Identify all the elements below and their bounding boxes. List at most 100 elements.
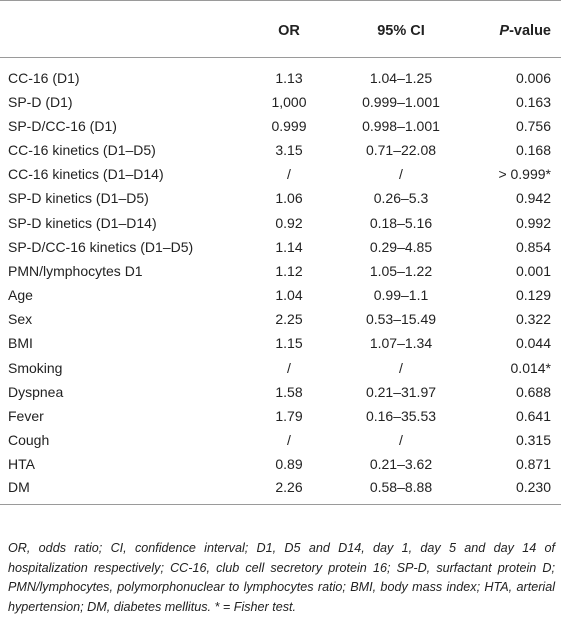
- cell-p-value: > 0.999*: [498, 166, 551, 183]
- table-row: CC-16 kinetics (D1–D5) 3.15 0.71–22.08 0.16…: [0, 138, 561, 162]
- cell-or: 1.15: [275, 335, 303, 352]
- cell-or: 1,000: [271, 93, 307, 110]
- cell-p-value: 0.006: [515, 69, 551, 86]
- header-ci: 95% CI: [377, 22, 425, 39]
- cell-or: 1.04: [275, 287, 303, 304]
- cell-variable: Fever: [8, 408, 44, 425]
- cell-variable: CC-16 (D1): [8, 69, 80, 86]
- cell-variable: Age: [8, 287, 33, 304]
- cell-or: 1.14: [275, 238, 303, 255]
- table-footnote: OR, odds ratio; CI, confidence interval;…: [8, 541, 555, 614]
- table-row: SP-D (D1) 1,000 0.999–1.001 0.163: [0, 90, 561, 114]
- cell-or: /: [287, 166, 291, 183]
- table-row: Age 1.04 0.99–1.1 0.129: [0, 283, 561, 307]
- cell-variable: Cough: [8, 432, 50, 449]
- header-or: OR: [278, 22, 300, 39]
- cell-or: 0.89: [275, 456, 303, 473]
- cell-ci: 0.21–3.62: [369, 456, 433, 473]
- cell-ci: 1.05–1.22: [369, 262, 433, 279]
- table-header: OR 95% CI P-value: [0, 0, 561, 58]
- cell-ci: 0.71–22.08: [365, 141, 437, 158]
- cell-variable: Smoking: [8, 359, 63, 376]
- cell-or: 1.13: [275, 69, 303, 86]
- cell-p-value: 0.230: [466, 476, 561, 505]
- cell-or: 1.12: [275, 262, 303, 279]
- cell-ci: /: [399, 432, 403, 449]
- cell-or: /: [287, 432, 291, 449]
- cell-variable: SP-D/CC-16 kinetics (D1–D5): [8, 238, 194, 255]
- cell-or: /: [287, 359, 291, 376]
- cell-p-value: 0.942: [515, 190, 551, 207]
- cell-ci: 0.998–1.001: [362, 117, 440, 134]
- cell-variable: SP-D/CC-16 (D1): [8, 117, 117, 134]
- cell-ci: 0.21–31.97: [365, 383, 437, 400]
- header-p-value: P-value: [499, 22, 551, 39]
- cell-variable: Dyspnea: [8, 383, 64, 400]
- cell-p-value: 0.129: [515, 287, 551, 304]
- cell-variable: BMI: [8, 335, 33, 352]
- cell-variable: SP-D kinetics (D1–D5): [8, 190, 149, 207]
- table-row: Sex 2.25 0.53–15.49 0.322: [0, 307, 561, 331]
- cell-p-value: 0.871: [515, 456, 551, 473]
- cell-or: 3.15: [275, 141, 303, 158]
- cell-p-value: 0.168: [515, 141, 551, 158]
- cell-p-value: 0.315: [515, 432, 551, 449]
- cell-p-value: 0.854: [515, 238, 551, 255]
- table-row: HTA 0.89 0.21–3.62 0.871: [0, 452, 561, 476]
- cell-p-value: 0.756: [515, 117, 551, 134]
- cell-variable: HTA: [8, 456, 35, 473]
- cell-variable: SP-D (D1): [8, 93, 73, 110]
- cell-ci: 0.16–35.53: [365, 408, 437, 425]
- table-row: SP-D/CC-16 kinetics (D1–D5) 1.14 0.29–4.85…: [0, 235, 561, 259]
- cell-ci: 0.99–1.1: [373, 287, 429, 304]
- cell-p-value: 0.992: [515, 214, 551, 231]
- cell-or: 1.79: [275, 408, 303, 425]
- cell-ci: 0.999–1.001: [362, 93, 440, 110]
- table-row: BMI 1.15 1.07–1.34 0.044: [0, 331, 561, 355]
- cell-or: 2.26: [230, 476, 330, 505]
- cell-variable: CC-16 kinetics (D1–D14): [8, 166, 164, 183]
- cell-or: 2.25: [275, 311, 303, 328]
- cell-variable: CC-16 kinetics (D1–D5): [8, 141, 156, 158]
- cell-ci: 1.07–1.34: [369, 335, 433, 352]
- cell-p-value: 0.001: [515, 262, 551, 279]
- cell-ci: 0.18–5.16: [369, 214, 433, 231]
- table-row: SP-D kinetics (D1–D5) 1.06 0.26–5.3 0.942: [0, 186, 561, 210]
- table-row: SP-D/CC-16 (D1) 0.999 0.998–1.001 0.756: [0, 114, 561, 138]
- cell-or: 1.58: [275, 383, 303, 400]
- table-body: CC-16 (D1) 1.13 1.04–1.25 0.006 SP-D (D1) 1,…: [0, 58, 561, 505]
- cell-variable: DM: [0, 476, 230, 505]
- cell-variable: SP-D kinetics (D1–D14): [8, 214, 157, 231]
- table-row: Cough / / 0.315: [0, 428, 561, 452]
- cell-p-value: 0.044: [515, 335, 551, 352]
- table-row: SP-D kinetics (D1–D14) 0.92 0.18–5.16 0.992: [0, 210, 561, 234]
- table-row: Smoking / / 0.014*: [0, 356, 561, 380]
- table-row: CC-16 kinetics (D1–D14) / / > 0.999*: [0, 162, 561, 186]
- cell-p-value: 0.688: [515, 383, 551, 400]
- header-row: OR 95% CI P-value: [0, 0, 561, 58]
- table-row: PMN/lymphocytes D1 1.12 1.05–1.22 0.001: [0, 259, 561, 283]
- cell-ci: 0.53–15.49: [365, 311, 437, 328]
- cell-ci: 0.29–4.85: [369, 238, 433, 255]
- cell-or: 0.999: [271, 117, 307, 134]
- header-variable: [0, 1, 230, 58]
- table-row: Dyspnea 1.58 0.21–31.97 0.688: [0, 380, 561, 404]
- cell-p-value: 0.641: [515, 408, 551, 425]
- cell-or: 0.92: [275, 214, 303, 231]
- cell-or: 1.06: [275, 190, 303, 207]
- table-row: DM 2.26 0.58–8.88 0.230: [0, 476, 561, 505]
- cell-ci: /: [399, 166, 403, 183]
- cell-ci: /: [399, 359, 403, 376]
- results-table: OR 95% CI P-value CC-16 (D1) 1.13 1.04–1.2…: [0, 0, 561, 505]
- cell-ci: 0.58–8.88: [330, 476, 466, 505]
- cell-ci: 1.04–1.25: [369, 69, 433, 86]
- table-row: CC-16 (D1) 1.13 1.04–1.25 0.006: [0, 58, 561, 90]
- cell-variable: Sex: [8, 311, 33, 328]
- cell-ci: 0.26–5.3: [373, 190, 429, 207]
- cell-variable: PMN/lymphocytes D1: [8, 262, 143, 279]
- cell-p-value: 0.014*: [510, 359, 551, 376]
- cell-p-value: 0.163: [515, 93, 551, 110]
- cell-p-value: 0.322: [515, 311, 551, 328]
- table-row: Fever 1.79 0.16–35.53 0.641: [0, 404, 561, 428]
